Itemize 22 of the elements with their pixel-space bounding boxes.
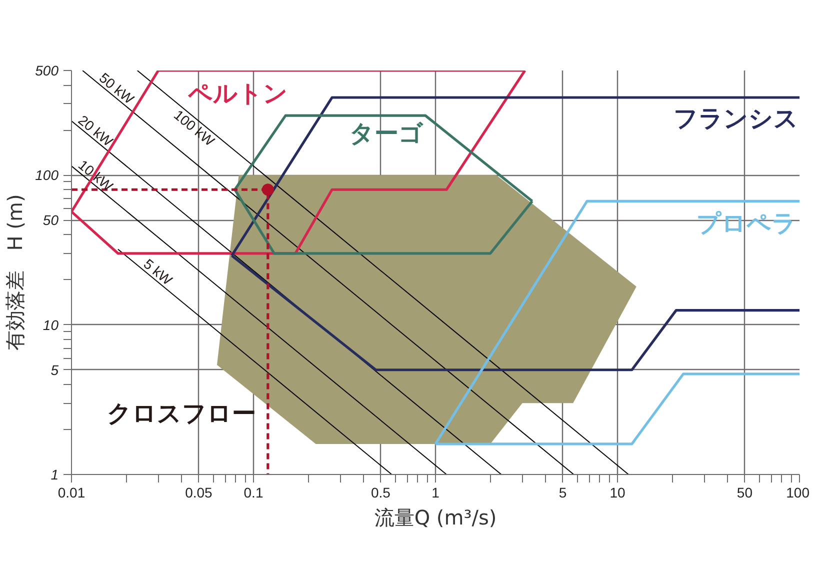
annotation: 5 kW <box>140 256 176 289</box>
x-tick-label: 0.1 <box>244 484 264 500</box>
x-tick-label: 0.5 <box>370 484 391 500</box>
y-axis-title: 有効落差 H (m) <box>3 194 28 351</box>
y-tick-label: 10 <box>42 316 59 333</box>
x-tick-label: 5 <box>558 484 567 500</box>
y-tick-label: 1 <box>50 466 59 482</box>
annotation: 20 kW <box>75 112 117 150</box>
x-tick-label: 100 <box>786 484 810 500</box>
y-tick-label: 5 <box>50 362 59 378</box>
x-tick-label: 0.05 <box>185 484 213 500</box>
x-tick-label: 1 <box>432 484 440 500</box>
annotation: 50 kW <box>96 69 138 108</box>
y-tick-label: 100 <box>35 167 59 184</box>
x-axis-title: 流量Q (m³/s) <box>374 506 497 530</box>
y-tick-label: 500 <box>35 62 59 78</box>
x-tick-label: 10 <box>610 484 626 500</box>
annotation: 10 kW <box>75 156 117 195</box>
x-tick-label: 0.01 <box>58 484 86 500</box>
y-tick-label: 50 <box>42 212 59 228</box>
x-tick-label: 50 <box>736 484 753 500</box>
annotation: 100 kW <box>170 106 218 150</box>
